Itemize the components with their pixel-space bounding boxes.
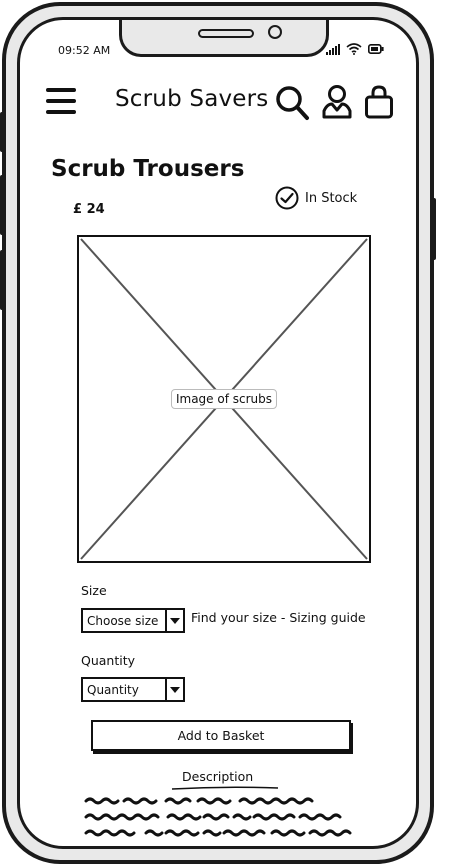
user-icon[interactable] [322,84,352,120]
sizing-guide-link[interactable]: Find your size - Sizing guide [191,610,366,625]
quantity-select[interactable]: Quantity [81,677,185,702]
search-icon[interactable] [274,84,310,122]
stock-label: In Stock [305,190,358,206]
battery-icon [368,44,384,54]
image-caption: Image of scrubs [170,389,278,409]
signal-icon [326,43,340,55]
phone-side-button [432,198,436,260]
phone-notch [119,20,329,57]
wifi-icon [346,43,362,55]
description-link[interactable]: Description [182,769,254,784]
camera-icon [268,25,282,39]
quantity-label: Quantity [81,653,136,668]
brand-title[interactable]: Scrub Savers [115,86,269,112]
size-label: Size [81,583,107,598]
status-icons [326,43,384,55]
speaker-icon [198,29,254,38]
stock-status: In Stock [275,186,357,210]
check-circle-icon [275,186,299,210]
chevron-down-icon[interactable] [165,679,183,700]
product-image: Image of scrubs [77,235,371,563]
phone-frame: 09:52 AM Scrub Sav [2,2,434,864]
status-time: 09:52 AM [58,44,111,57]
description-underline [171,786,279,790]
quantity-select-value: Quantity [87,682,139,697]
menu-icon[interactable] [46,88,76,116]
product-price: £ 24 [73,202,105,217]
basket-icon[interactable] [364,84,394,120]
chevron-down-icon[interactable] [165,610,183,631]
size-select[interactable]: Choose size [81,608,185,633]
add-to-basket-button[interactable]: Add to Basket [91,720,351,751]
page-title: Scrub Trousers [51,156,245,182]
size-select-value: Choose size [87,613,159,628]
placeholder-scribble-text [84,797,352,837]
phone-screen: 09:52 AM Scrub Sav [17,17,419,849]
app-header: Scrub Savers [20,80,416,130]
